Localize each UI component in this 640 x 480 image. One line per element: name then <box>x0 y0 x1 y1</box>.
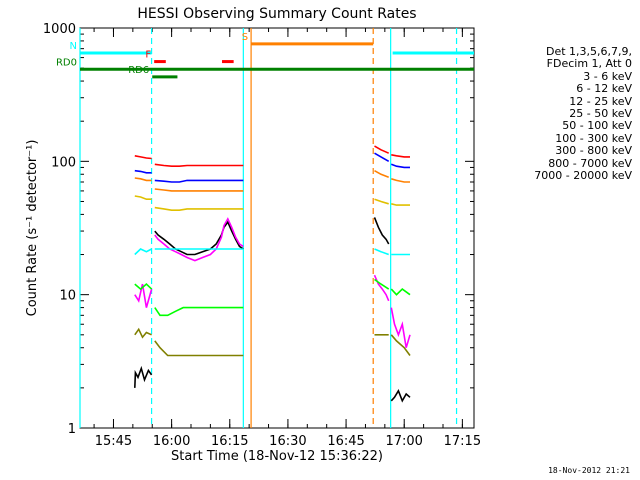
y-tick-label: 1 <box>68 422 76 437</box>
series-line <box>154 206 244 211</box>
plot-frame <box>79 27 475 429</box>
legend: Det 1,3,5,6,7,9, FDecim 1, Att 0 3 - 6 k… <box>482 45 632 183</box>
y-axis-label: Count Rate (s⁻¹ detector⁻¹) <box>25 140 40 317</box>
series-line <box>154 217 244 262</box>
series-line <box>374 198 389 205</box>
series-line <box>134 155 152 160</box>
legend-header-2: FDecim 1, Att 0 <box>546 57 632 71</box>
series-line <box>390 334 411 356</box>
legend-entry-800-7000: 800 - 7000 keV <box>548 156 632 170</box>
legend-entry-100-300: 100 - 300 keV <box>555 131 632 145</box>
legend-header-1: Det 1,3,5,6,7,9, <box>545 45 632 58</box>
y-tick-label: 10 <box>59 289 76 304</box>
chart-title: HESSI Observing Summary Count Rates <box>137 6 416 22</box>
x-tick-label: 17:00 <box>385 434 422 449</box>
series-line <box>154 220 244 256</box>
series-line <box>374 152 390 162</box>
series-line <box>134 365 153 388</box>
series-line <box>391 178 410 183</box>
series-line <box>134 283 153 291</box>
series-line <box>134 283 153 308</box>
flag-label: F <box>145 50 151 61</box>
flag-label: S <box>242 32 248 43</box>
series-line <box>390 288 411 296</box>
series-line <box>390 388 411 403</box>
x-tick-label: 17:15 <box>444 434 481 449</box>
series-line <box>154 179 244 183</box>
legend-entry-50-100: 50 - 100 keV <box>562 119 632 133</box>
series-line <box>154 188 244 192</box>
x-tick-label: 16:00 <box>153 434 190 449</box>
series-line <box>374 170 389 178</box>
series-line <box>390 307 411 348</box>
x-axis-label: Start Time (18-Nov-12 15:36:22) <box>171 449 383 464</box>
series-line <box>134 177 152 182</box>
legend-entry-300-800: 300 - 800 keV <box>555 144 632 158</box>
x-tick-label: 16:15 <box>211 434 248 449</box>
series-line <box>374 278 390 290</box>
series-line <box>154 306 244 317</box>
series-line <box>391 163 410 169</box>
y-tick-label: 100 <box>51 155 76 170</box>
series-line <box>134 195 152 200</box>
x-tick-label: 16:30 <box>269 434 306 449</box>
legend-entry-6-12: 6 - 12 keV <box>576 82 632 96</box>
series-line <box>154 340 244 357</box>
series-line <box>134 327 152 339</box>
x-tick-label: 15:45 <box>95 434 132 449</box>
series-line <box>373 217 390 245</box>
y-tick-label: 1000 <box>43 22 76 37</box>
flag-label: RD6 <box>128 65 149 76</box>
legend-entry-25-50: 25 - 50 keV <box>569 107 632 121</box>
legend-entry-7000-20000: 7000 - 20000 keV <box>534 169 632 183</box>
series-line <box>134 169 152 174</box>
x-tick-label: 16:45 <box>327 434 364 449</box>
series-line <box>374 145 390 154</box>
flag-label: N <box>70 41 77 52</box>
series-line <box>374 248 389 256</box>
series-line <box>134 248 152 256</box>
timestamp: 18-Nov-2012 21:21 <box>548 466 630 475</box>
flag-label: RD0 <box>56 57 77 68</box>
legend-entry-12-25: 12 - 25 keV <box>569 94 632 108</box>
series-line <box>391 203 410 206</box>
series-line <box>154 163 244 167</box>
legend-entry-3-6: 3 - 6 keV <box>583 69 632 83</box>
series-line <box>391 154 410 158</box>
